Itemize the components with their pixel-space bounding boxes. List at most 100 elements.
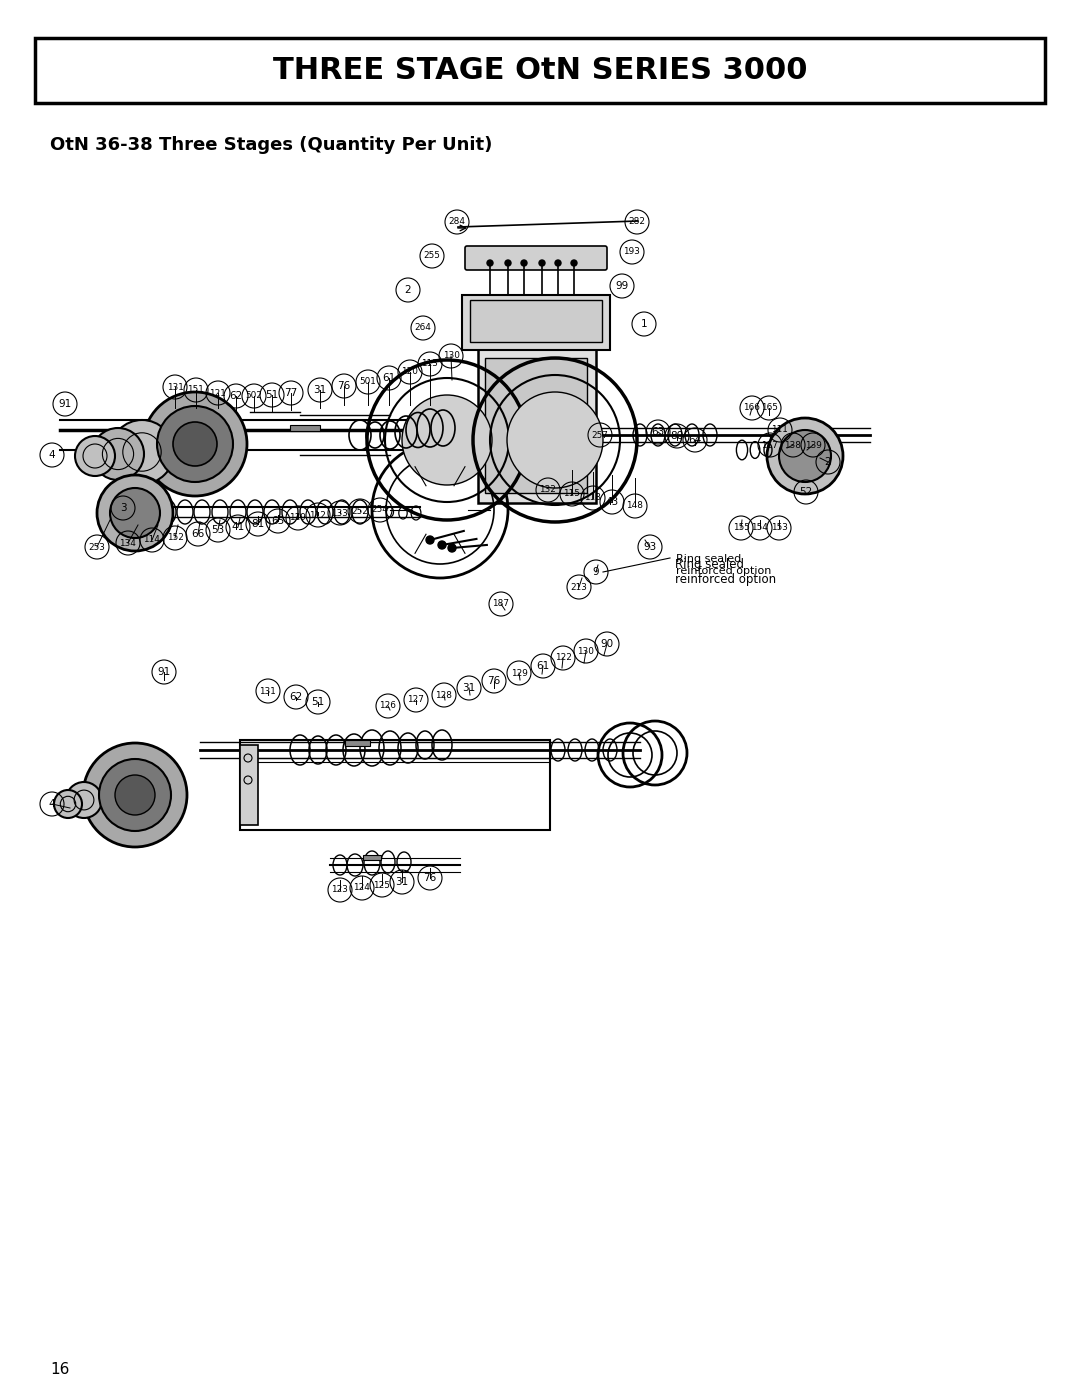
Text: 77: 77 — [284, 388, 298, 398]
Text: 53: 53 — [212, 525, 225, 535]
Text: 132: 132 — [540, 486, 556, 495]
Text: 284: 284 — [448, 218, 465, 226]
Text: 122: 122 — [554, 654, 571, 662]
Text: 253: 253 — [89, 542, 106, 552]
Text: 41: 41 — [231, 522, 245, 532]
FancyBboxPatch shape — [35, 38, 1045, 103]
Text: OtN 36-38 Three Stages (Quantity Per Unit): OtN 36-38 Three Stages (Quantity Per Uni… — [50, 136, 492, 154]
Text: 31: 31 — [395, 877, 408, 887]
Text: 155: 155 — [732, 524, 750, 532]
Circle shape — [114, 775, 156, 814]
Circle shape — [539, 260, 545, 265]
Text: 113: 113 — [421, 359, 438, 369]
Text: 112: 112 — [310, 510, 326, 520]
Text: 51: 51 — [311, 697, 325, 707]
Text: 64: 64 — [688, 434, 702, 446]
Text: 4: 4 — [49, 450, 55, 460]
Text: 165: 165 — [760, 404, 778, 412]
Text: 61: 61 — [382, 373, 395, 383]
Text: 128: 128 — [435, 690, 453, 700]
Text: 81: 81 — [252, 520, 265, 529]
Text: 131: 131 — [259, 686, 276, 696]
Text: 76: 76 — [337, 381, 351, 391]
Text: 43: 43 — [606, 497, 619, 507]
Text: 9: 9 — [593, 567, 599, 577]
Text: 193: 193 — [623, 247, 640, 257]
Text: Ring sealed
reinforced option: Ring sealed reinforced option — [676, 555, 771, 576]
Circle shape — [97, 475, 173, 550]
Text: 4: 4 — [49, 799, 55, 809]
Circle shape — [99, 759, 171, 831]
Circle shape — [143, 393, 247, 496]
Text: 114: 114 — [144, 535, 161, 545]
Text: 90: 90 — [600, 638, 613, 650]
Text: 119: 119 — [289, 514, 307, 522]
Circle shape — [110, 488, 160, 538]
Text: THREE STAGE OtN SERIES 3000: THREE STAGE OtN SERIES 3000 — [273, 56, 807, 85]
Text: 66: 66 — [191, 529, 204, 539]
Bar — [462, 295, 610, 351]
Text: 133: 133 — [332, 509, 349, 517]
Text: 154: 154 — [752, 524, 769, 532]
Text: 502: 502 — [245, 391, 262, 401]
Bar — [363, 855, 381, 861]
Text: 120: 120 — [402, 367, 418, 377]
Circle shape — [173, 422, 217, 467]
Text: 99: 99 — [616, 281, 629, 291]
Text: 131: 131 — [166, 383, 184, 391]
Text: 127: 127 — [407, 696, 424, 704]
Text: 62: 62 — [229, 391, 243, 401]
Text: 2: 2 — [405, 285, 411, 295]
Text: 252: 252 — [352, 507, 368, 515]
Text: 130: 130 — [578, 647, 594, 655]
Circle shape — [92, 427, 144, 481]
Text: 257: 257 — [592, 430, 608, 440]
Text: 93: 93 — [644, 542, 657, 552]
Text: 129: 129 — [511, 669, 527, 678]
Circle shape — [75, 436, 114, 476]
Text: 65: 65 — [271, 515, 285, 527]
Circle shape — [521, 260, 527, 265]
Text: 31: 31 — [462, 683, 475, 693]
Text: 213: 213 — [570, 583, 588, 591]
FancyBboxPatch shape — [465, 246, 607, 270]
Bar — [470, 300, 602, 342]
Bar — [240, 745, 258, 826]
Text: 166: 166 — [743, 404, 760, 412]
Text: 121: 121 — [210, 388, 227, 398]
Circle shape — [438, 541, 446, 549]
Text: 80: 80 — [671, 432, 684, 441]
Text: 282: 282 — [629, 218, 646, 226]
Text: 148: 148 — [626, 502, 644, 510]
Circle shape — [779, 430, 831, 482]
Text: 187: 187 — [492, 599, 510, 609]
Circle shape — [448, 543, 456, 552]
Text: 61: 61 — [537, 661, 550, 671]
Text: 76: 76 — [487, 676, 501, 686]
Text: 255: 255 — [423, 251, 441, 260]
Text: 153: 153 — [770, 524, 787, 532]
Text: 91: 91 — [158, 666, 171, 678]
Text: 139: 139 — [805, 440, 822, 450]
Text: 62: 62 — [289, 692, 302, 703]
Text: 152: 152 — [166, 534, 184, 542]
Bar — [345, 740, 370, 746]
Text: 16: 16 — [50, 1362, 69, 1377]
Text: 124: 124 — [353, 883, 370, 893]
Text: 118: 118 — [584, 493, 602, 503]
Text: 125: 125 — [374, 880, 391, 890]
Circle shape — [555, 260, 561, 265]
Bar — [291, 425, 320, 432]
Text: 123: 123 — [332, 886, 349, 894]
Circle shape — [426, 536, 434, 543]
Text: 501: 501 — [360, 377, 377, 387]
Text: 63: 63 — [651, 427, 664, 437]
Circle shape — [505, 260, 511, 265]
Circle shape — [66, 782, 102, 819]
Bar — [485, 358, 588, 493]
Circle shape — [157, 407, 233, 482]
Circle shape — [83, 743, 187, 847]
Circle shape — [767, 418, 843, 495]
Text: 3: 3 — [120, 503, 126, 513]
Text: 151: 151 — [188, 386, 204, 394]
